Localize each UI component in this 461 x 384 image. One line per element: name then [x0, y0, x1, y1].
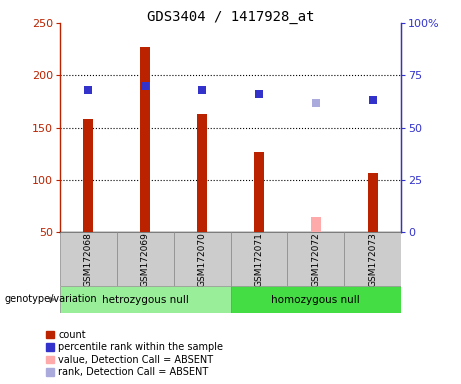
Point: [85, 87, 92, 93]
Point: [142, 83, 149, 89]
Bar: [117, 232, 174, 286]
Point: [369, 98, 376, 104]
Bar: [287, 232, 344, 286]
Text: GSM172072: GSM172072: [311, 232, 320, 286]
Bar: [83, 119, 94, 232]
Text: GSM172073: GSM172073: [368, 232, 377, 286]
Bar: [254, 152, 264, 232]
Text: GSM172068: GSM172068: [84, 232, 93, 286]
Bar: [344, 232, 401, 286]
Bar: [367, 173, 378, 232]
Point: [255, 91, 263, 97]
Bar: [174, 232, 230, 286]
Text: GSM172070: GSM172070: [198, 232, 207, 286]
Text: homozygous null: homozygous null: [272, 295, 360, 305]
Bar: [60, 232, 117, 286]
Text: hetrozygous null: hetrozygous null: [102, 295, 189, 305]
Bar: [197, 114, 207, 232]
Legend: count, percentile rank within the sample, value, Detection Call = ABSENT, rank, : count, percentile rank within the sample…: [47, 330, 223, 377]
Text: GSM172069: GSM172069: [141, 232, 150, 286]
Point: [312, 99, 319, 106]
Bar: [60, 286, 230, 313]
Bar: [140, 47, 150, 232]
Bar: [311, 217, 321, 232]
Point: [198, 87, 206, 93]
Text: GSM172071: GSM172071: [254, 232, 263, 286]
Bar: [230, 232, 287, 286]
Bar: [230, 286, 401, 313]
Text: genotype/variation: genotype/variation: [5, 294, 97, 304]
Text: GDS3404 / 1417928_at: GDS3404 / 1417928_at: [147, 10, 314, 23]
